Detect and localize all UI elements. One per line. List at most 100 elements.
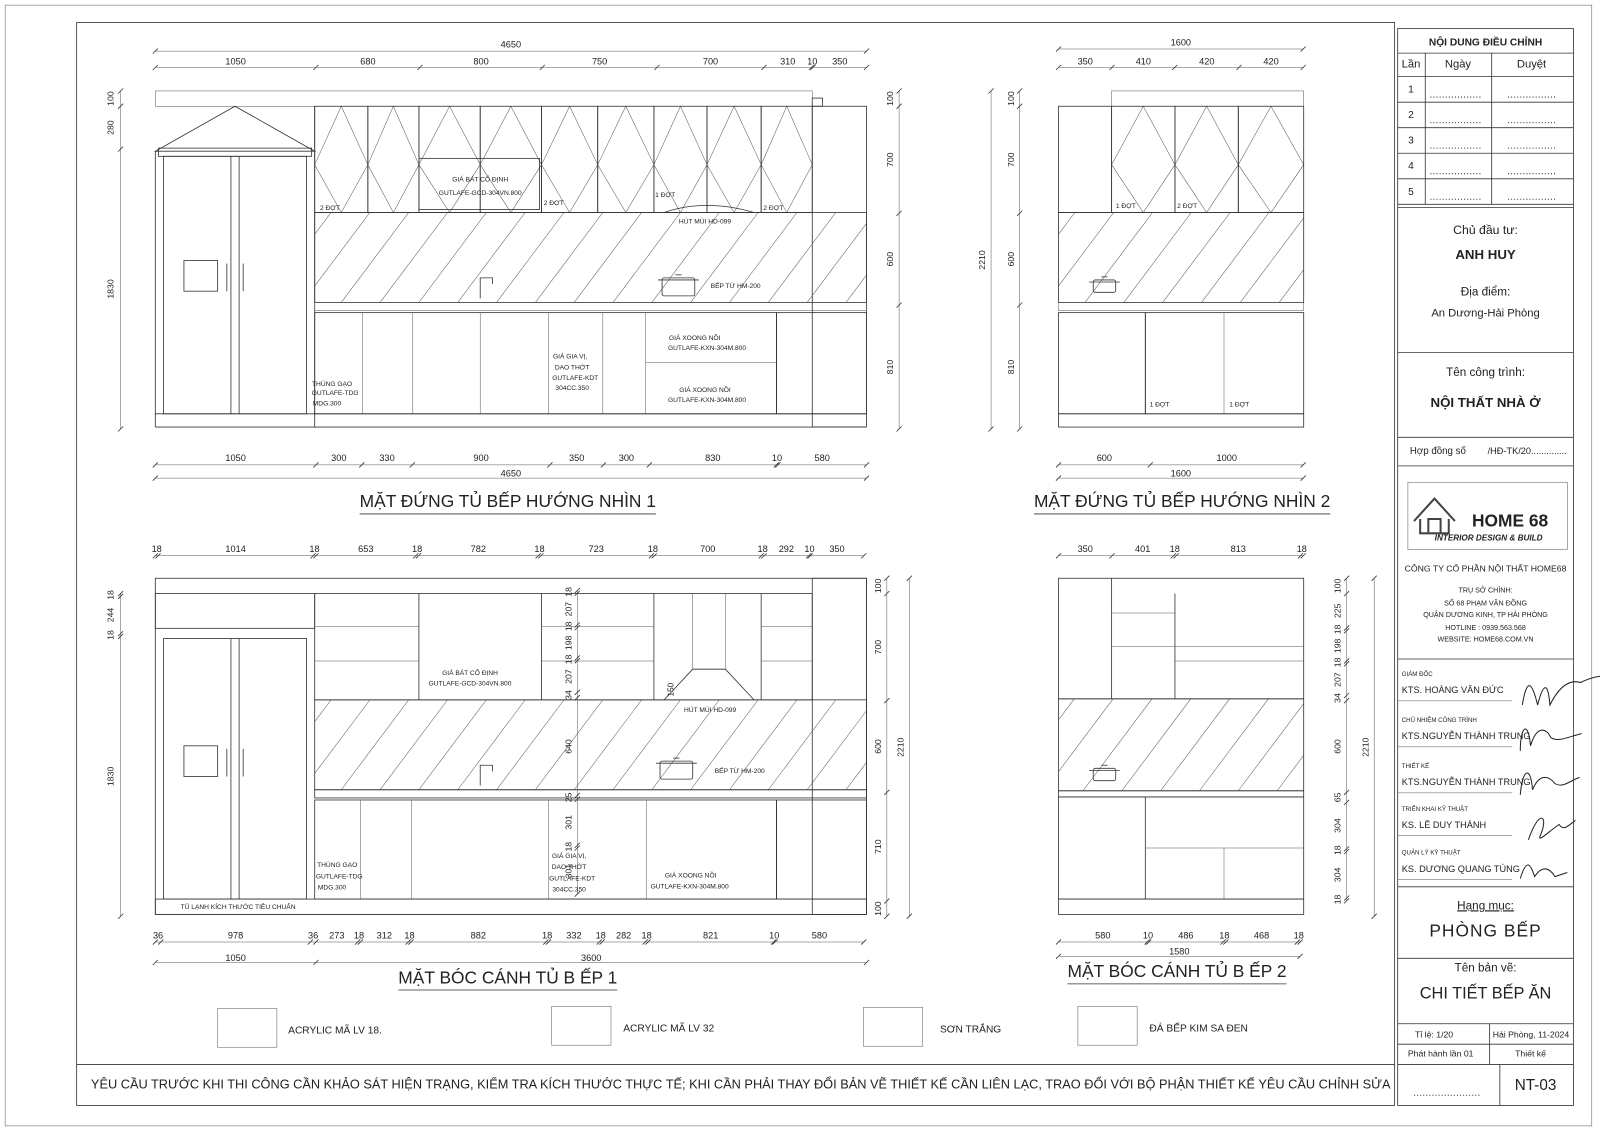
dim-label: 301 [563, 815, 573, 830]
signature-name: KTS.NGUYỄN THÀNH TRUNG [1402, 776, 1531, 787]
view-title: MẶT BÓC CÁNH TỦ B ẾP 1 [398, 967, 617, 987]
legend-swatch [551, 1006, 612, 1046]
signature-scribble [1521, 675, 1600, 707]
top-band [155, 90, 813, 107]
dim-tick [860, 939, 867, 945]
hatch [225, 699, 991, 790]
outline [1058, 312, 1146, 415]
hatch-line [418, 699, 487, 790]
logo-tagline: INTERIOR DESIGN & BUILD [1435, 534, 1543, 543]
address: SỐ 68 PHẠM VĂN ĐỒNG [1444, 598, 1527, 608]
dim-label: 580 [812, 930, 827, 940]
dim-tick [117, 426, 124, 432]
revision-title: NỘI DUNG ĐIỀU CHỈNH [1429, 36, 1542, 49]
hatch-line [457, 212, 526, 303]
hatch-line [1357, 213, 1424, 303]
hatch-line [225, 700, 292, 790]
signature-scribble [1519, 728, 1582, 751]
dim-tick [906, 913, 913, 920]
dim-tick [1300, 46, 1307, 52]
dim-label: 1050 [225, 453, 245, 463]
signature-role: QUẢN LÝ KỸ THUẬT [1402, 850, 1461, 857]
dim-label: 1600 [1171, 468, 1191, 478]
hatch [314, 212, 867, 303]
view-title: MẶT ĐỨNG TỦ BẾP HƯỚNG NHÌN 1 [360, 491, 656, 511]
signature-role: GIÁM ĐỐC [1402, 671, 1434, 678]
legend-swatch [1077, 1006, 1138, 1046]
hatch-line [924, 700, 991, 790]
outline [314, 212, 867, 303]
hatch-line [651, 699, 720, 790]
hatch-line [1058, 698, 1114, 773]
outline [154, 593, 316, 629]
dim-label: 900 [473, 453, 488, 463]
website: WEBSITE: HOME68.COM.VN [1438, 635, 1534, 643]
dim-label: 18 [1333, 624, 1343, 634]
hatch-line [845, 762, 867, 790]
view-title: MẶT ĐỨNG TỦ BẾP HƯỚNG NHÌN 2 [1034, 491, 1330, 511]
outline [314, 789, 867, 799]
dim-label: 750 [592, 57, 607, 67]
dim-label: 600 [1333, 739, 1343, 754]
revision-number: 1 [1408, 85, 1414, 96]
dim-label: 410 [1136, 57, 1151, 67]
dim-label: 640 [563, 739, 573, 754]
dim-label: 332 [566, 930, 581, 940]
annotation: GUTLAFE-GCD-304VN.800 [439, 190, 522, 197]
door-swing [706, 105, 762, 214]
signature-name: KS. LÊ DUY THÀNH [1402, 820, 1486, 830]
dim-tick [1343, 897, 1350, 904]
dim-tick [574, 891, 581, 897]
outline [811, 97, 823, 107]
hatch-line [496, 699, 565, 790]
countertop [1058, 302, 1304, 311]
dim-label: 600 [885, 252, 895, 267]
outline [157, 147, 313, 157]
office-label: TRỤ SỞ CHÍNH: [1458, 585, 1512, 594]
annotation: GIÁ BÁT CỐ ĐỊNH [442, 667, 498, 677]
outline [1058, 898, 1305, 915]
dim-label: 18 [758, 544, 768, 554]
dim-label: 65 [1333, 792, 1343, 802]
dim-label: 273 [329, 930, 344, 940]
dim-label: 34 [563, 690, 573, 700]
hatch-line [690, 699, 759, 790]
door [1237, 105, 1305, 213]
dim-label: 207 [563, 669, 573, 684]
hatch-line [845, 274, 867, 303]
dim-label: 198 [563, 635, 573, 650]
hatch-line [1123, 212, 1192, 303]
dim-label: 782 [471, 544, 486, 554]
annotation: 1 ĐỢT [1150, 401, 1170, 408]
hatch-line [379, 699, 448, 790]
pot [659, 760, 694, 780]
dim-label: 580 [814, 453, 829, 463]
owner-name: ANH HUY [1455, 247, 1516, 262]
dim-label: 18 [412, 544, 422, 554]
signature-role: THIẾT KẾ [1402, 763, 1429, 770]
dim-label: 100 [873, 579, 883, 594]
hatch-line [1238, 703, 1304, 791]
annotation: GUTLAFE-KDT [552, 375, 598, 382]
dim-tick [863, 48, 870, 54]
project-name: NỘI THẤT NHÀ Ở [1431, 395, 1542, 410]
dim-label: 18 [1333, 845, 1343, 855]
door [314, 105, 369, 213]
dim-label: 100 [873, 901, 883, 916]
footer-note: YÊU CẦU TRƯỚC KHI THI CÔNG CẦN KHẢO SÁT … [91, 1076, 1391, 1091]
category-value: PHÒNG BẾP [1429, 920, 1541, 940]
top-band [1111, 90, 1304, 107]
pot [661, 277, 696, 297]
hatch-line [496, 212, 565, 303]
annotation: HÚT MÙI HD-099 [684, 705, 736, 714]
dim-label: 600 [873, 739, 883, 754]
dim-label: 978 [228, 930, 243, 940]
hatch-line [1058, 212, 1114, 287]
signature-scribble [1527, 817, 1576, 840]
dim-label: 653 [358, 544, 373, 554]
hatch-line [1276, 754, 1304, 791]
dim-label: 1830 [106, 279, 116, 298]
dim-label: 18 [354, 930, 364, 940]
door-swing [597, 105, 655, 214]
address: QUẬN DƯƠNG KINH, TP HẢI PHÒNG [1423, 610, 1548, 619]
